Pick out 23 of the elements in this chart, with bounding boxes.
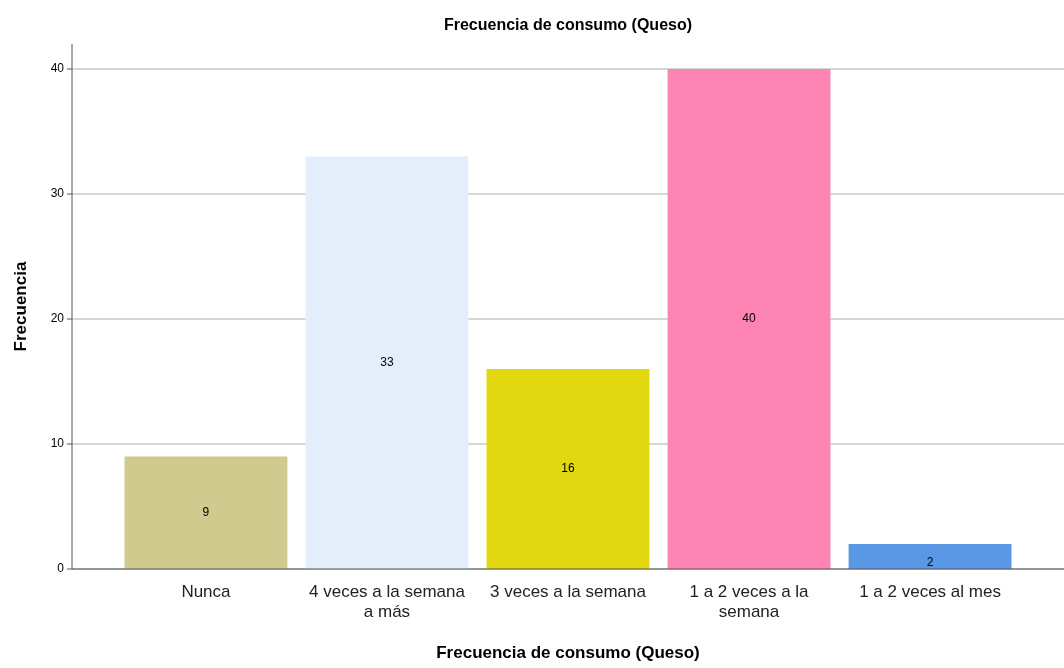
y-tick-label: 30 [50,186,65,201]
data-label: 33 [380,354,394,369]
x-axis-title: Frecuencia de consumo (Queso) [436,643,700,662]
x-tick-label: 4 veces a la semana a más [309,582,466,621]
chart-title: Frecuencia de consumo (Queso) [443,16,693,33]
bar [305,156,469,569]
bar [848,544,1012,569]
y-axis-title: Frecuencia [11,261,30,352]
bar [486,369,650,569]
data-label: 2 [926,554,934,569]
y-tick-label: 0 [57,561,65,576]
bar [124,456,288,569]
x-tick-label: 1 a 2 veces a la semana [689,582,810,621]
bar [667,69,831,569]
y-tick-label: 10 [50,436,65,451]
y-tick-label: 20 [50,311,65,326]
data-label: 40 [742,311,757,326]
data-label: 16 [561,461,575,476]
x-tick-label: Nunca [181,582,232,601]
y-tick-label: 40 [50,61,65,76]
data-label: 9 [202,504,210,519]
x-tick-label: 1 a 2 veces al mes [859,582,1001,601]
x-tick-label: 3 veces a la semana [490,582,647,601]
